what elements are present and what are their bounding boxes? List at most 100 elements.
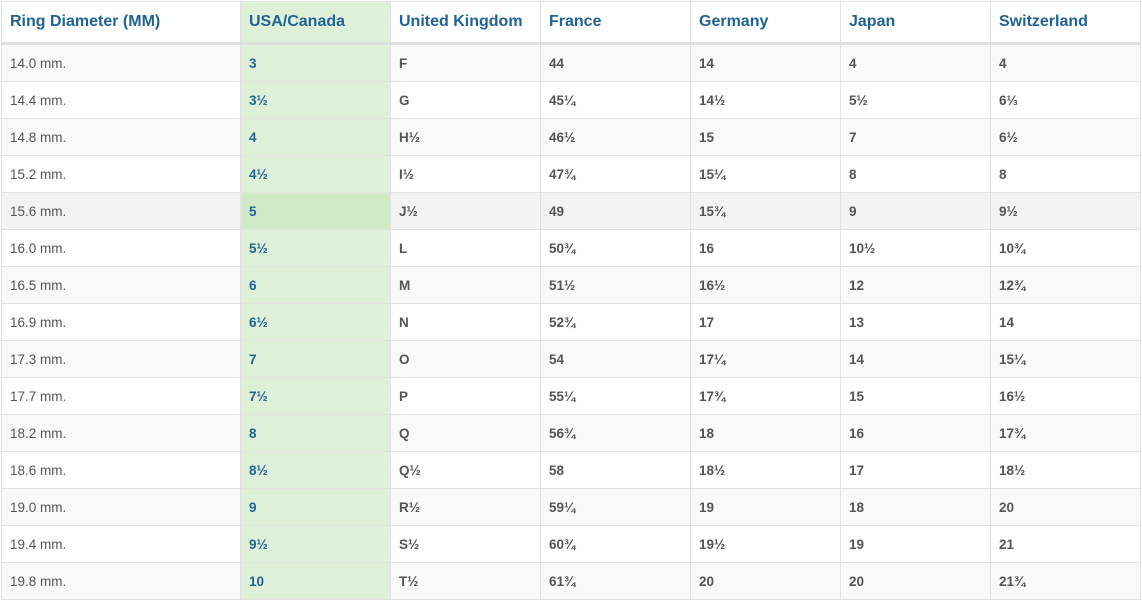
cell-usa-canada: 3 — [240, 43, 391, 82]
table-row: 14.4 mm. 3½ G 45¼ 14½ 5½ 6⅓ — [1, 81, 1141, 119]
table-row: 14.0 mm. 3 F 44 14 4 4 — [1, 43, 1141, 82]
cell-usa-canada: 4½ — [240, 155, 391, 193]
cell-switzerland: 6⅓ — [990, 81, 1141, 119]
header-japan: Japan — [840, 1, 991, 45]
cell-japan: 13 — [840, 303, 991, 341]
cell-germany: 14 — [690, 43, 841, 82]
cell-ring-diameter: 16.0 mm. — [1, 229, 241, 267]
cell-usa-canada: 5 — [240, 192, 391, 230]
cell-united-kingdom: I½ — [390, 155, 541, 193]
cell-switzerland: 21 — [990, 525, 1141, 563]
cell-usa-canada: 6½ — [240, 303, 391, 341]
cell-ring-diameter: 16.9 mm. — [1, 303, 241, 341]
cell-ring-diameter: 15.2 mm. — [1, 155, 241, 193]
cell-united-kingdom: J½ — [390, 192, 541, 230]
cell-usa-canada: 7 — [240, 340, 391, 378]
table-header: Ring Diameter (MM) USA/Canada United Kin… — [1, 1, 1141, 45]
table-row: 15.6 mm. 5 J½ 49 15¾ 9 9½ — [1, 192, 1141, 230]
cell-germany: 16 — [690, 229, 841, 267]
cell-japan: 4 — [840, 43, 991, 82]
cell-japan: 12 — [840, 266, 991, 304]
cell-united-kingdom: Q — [390, 414, 541, 452]
cell-switzerland: 18½ — [990, 451, 1141, 489]
cell-japan: 10½ — [840, 229, 991, 267]
cell-ring-diameter: 18.6 mm. — [1, 451, 241, 489]
cell-ring-diameter: 15.6 mm. — [1, 192, 241, 230]
cell-ring-diameter: 17.7 mm. — [1, 377, 241, 415]
cell-ring-diameter: 14.4 mm. — [1, 81, 241, 119]
header-france: France — [540, 1, 691, 45]
header-germany: Germany — [690, 1, 841, 45]
table-row: 15.2 mm. 4½ I½ 47¾ 15¼ 8 8 — [1, 155, 1141, 193]
table-row: 18.6 mm. 8½ Q½ 58 18½ 17 18½ — [1, 451, 1141, 489]
cell-usa-canada: 9 — [240, 488, 391, 526]
cell-usa-canada: 8 — [240, 414, 391, 452]
cell-usa-canada: 8½ — [240, 451, 391, 489]
cell-united-kingdom: P — [390, 377, 541, 415]
cell-japan: 9 — [840, 192, 991, 230]
cell-ring-diameter: 19.8 mm. — [1, 562, 241, 600]
cell-germany: 15¼ — [690, 155, 841, 193]
cell-usa-canada: 4 — [240, 118, 391, 156]
cell-switzerland: 10¾ — [990, 229, 1141, 267]
cell-japan: 14 — [840, 340, 991, 378]
table-row: 16.0 mm. 5½ L 50¾ 16 10½ 10¾ — [1, 229, 1141, 267]
cell-united-kingdom: L — [390, 229, 541, 267]
cell-switzerland: 4 — [990, 43, 1141, 82]
table-row: 19.0 mm. 9 R½ 59¼ 19 18 20 — [1, 488, 1141, 526]
cell-switzerland: 6½ — [990, 118, 1141, 156]
cell-switzerland: 17¾ — [990, 414, 1141, 452]
cell-ring-diameter: 19.0 mm. — [1, 488, 241, 526]
cell-ring-diameter: 19.4 mm. — [1, 525, 241, 563]
cell-france: 52¾ — [540, 303, 691, 341]
cell-france: 56¾ — [540, 414, 691, 452]
cell-germany: 17¾ — [690, 377, 841, 415]
cell-france: 58 — [540, 451, 691, 489]
cell-ring-diameter: 17.3 mm. — [1, 340, 241, 378]
cell-germany: 17¼ — [690, 340, 841, 378]
header-switzerland: Switzerland — [990, 1, 1141, 45]
cell-united-kingdom: R½ — [390, 488, 541, 526]
cell-usa-canada: 7½ — [240, 377, 391, 415]
cell-switzerland: 20 — [990, 488, 1141, 526]
cell-japan: 7 — [840, 118, 991, 156]
cell-germany: 14½ — [690, 81, 841, 119]
cell-japan: 17 — [840, 451, 991, 489]
cell-france: 45¼ — [540, 81, 691, 119]
cell-united-kingdom: H½ — [390, 118, 541, 156]
cell-germany: 19½ — [690, 525, 841, 563]
cell-germany: 20 — [690, 562, 841, 600]
cell-switzerland: 16½ — [990, 377, 1141, 415]
cell-ring-diameter: 14.0 mm. — [1, 43, 241, 82]
cell-germany: 16½ — [690, 266, 841, 304]
cell-germany: 19 — [690, 488, 841, 526]
cell-united-kingdom: N — [390, 303, 541, 341]
table-row: 17.3 mm. 7 O 54 17¼ 14 15¼ — [1, 340, 1141, 378]
cell-ring-diameter: 14.8 mm. — [1, 118, 241, 156]
cell-switzerland: 9½ — [990, 192, 1141, 230]
cell-france: 49 — [540, 192, 691, 230]
cell-france: 50¾ — [540, 229, 691, 267]
cell-germany: 15¾ — [690, 192, 841, 230]
cell-united-kingdom: M — [390, 266, 541, 304]
cell-japan: 5½ — [840, 81, 991, 119]
cell-united-kingdom: Q½ — [390, 451, 541, 489]
cell-switzerland: 15¼ — [990, 340, 1141, 378]
table-row: 17.7 mm. 7½ P 55¼ 17¾ 15 16½ — [1, 377, 1141, 415]
cell-france: 54 — [540, 340, 691, 378]
cell-japan: 18 — [840, 488, 991, 526]
header-ring-diameter: Ring Diameter (MM) — [1, 1, 241, 45]
header-united-kingdom: United Kingdom — [390, 1, 541, 45]
cell-united-kingdom: G — [390, 81, 541, 119]
cell-united-kingdom: T½ — [390, 562, 541, 600]
cell-germany: 17 — [690, 303, 841, 341]
cell-usa-canada: 10 — [240, 562, 391, 600]
cell-united-kingdom: O — [390, 340, 541, 378]
cell-switzerland: 14 — [990, 303, 1141, 341]
table-row: 16.5 mm. 6 M 51½ 16½ 12 12¾ — [1, 266, 1141, 304]
cell-france: 46½ — [540, 118, 691, 156]
cell-france: 47¾ — [540, 155, 691, 193]
cell-france: 59¼ — [540, 488, 691, 526]
cell-usa-canada: 9½ — [240, 525, 391, 563]
cell-france: 61¾ — [540, 562, 691, 600]
